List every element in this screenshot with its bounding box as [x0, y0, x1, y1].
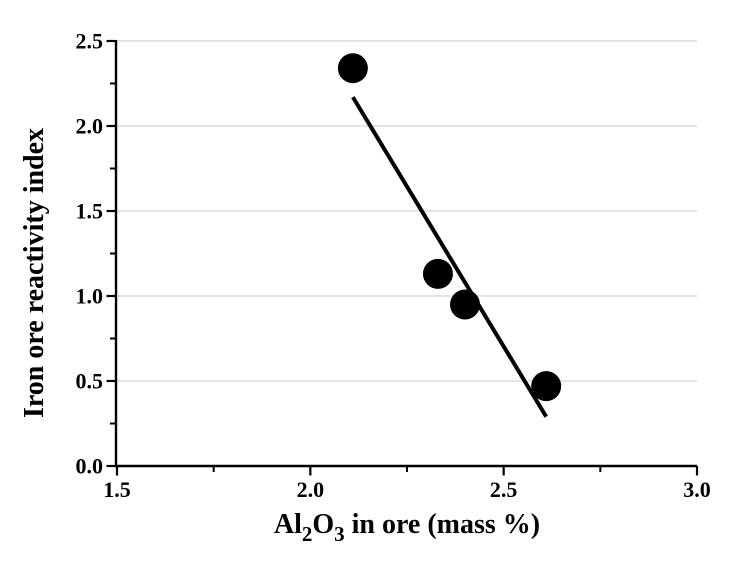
x-tick-label: 2.5: [490, 477, 518, 502]
x-axis-title-text: O: [312, 509, 334, 540]
x-axis-title-subscript: 2: [302, 522, 313, 546]
data-point: [531, 371, 562, 402]
fit-line: [351, 96, 548, 418]
y-tick-label: 0.5: [76, 369, 104, 394]
data-point: [337, 53, 368, 84]
y-axis-title: Iron ore reactivity index: [19, 128, 50, 418]
data-point: [422, 258, 453, 289]
y-tick-label: 1.5: [76, 199, 104, 224]
y-tick-label: 2.0: [76, 114, 104, 139]
data-point: [450, 289, 480, 320]
x-axis-title-text: in ore (mass %): [345, 509, 540, 540]
y-tick-label: 2.5: [76, 29, 104, 54]
y-tick-label: 1.0: [76, 284, 104, 309]
x-axis-title: Al2O3 in ore (mass %): [274, 509, 540, 546]
y-tick-label: 0.0: [76, 454, 104, 479]
x-tick-label: 1.5: [103, 477, 131, 502]
x-axis-title-subscript: 3: [334, 522, 345, 546]
x-tick-label: 3.0: [683, 477, 711, 502]
x-tick-label: 2.0: [297, 477, 325, 502]
x-axis-title-text: Al: [274, 509, 302, 540]
